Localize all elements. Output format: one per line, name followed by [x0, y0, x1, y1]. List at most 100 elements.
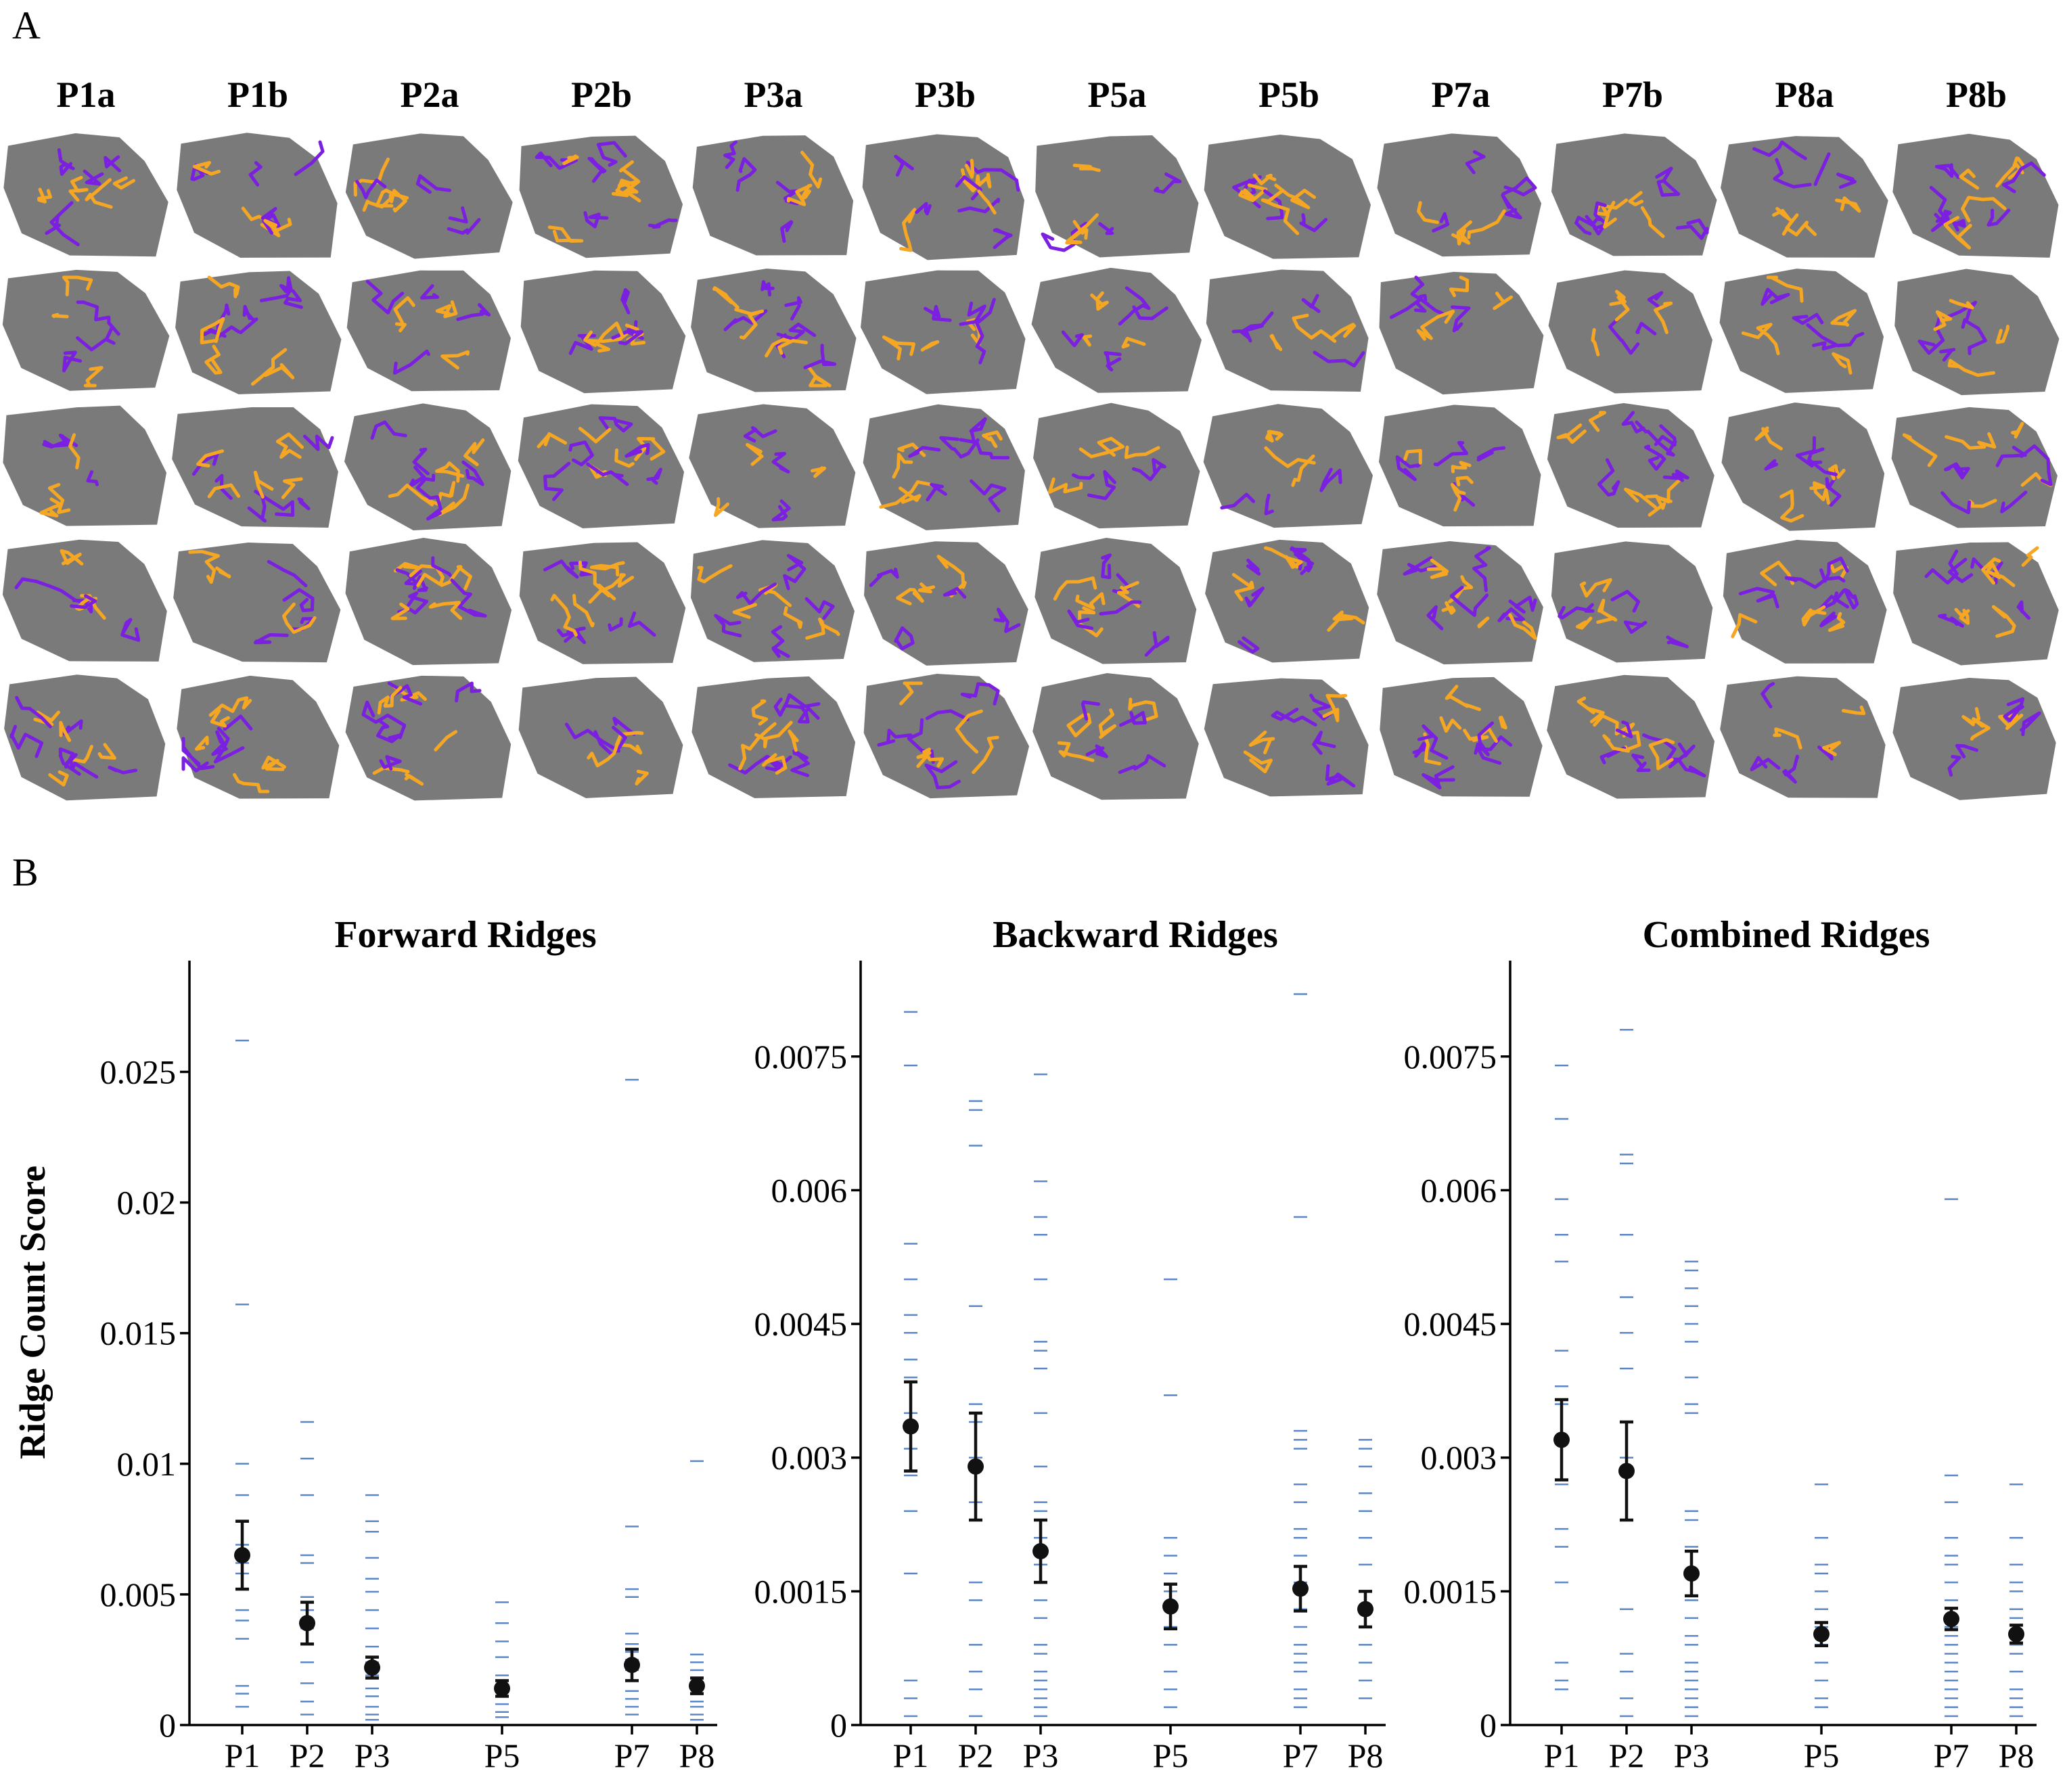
forward-ridge-trace: [734, 308, 765, 340]
forward-ridge-trace: [1445, 685, 1481, 712]
y-tick-label: 0.0045: [1404, 1305, 1497, 1343]
backward-ridge-trace: [1433, 440, 1468, 467]
backward-ridge-trace: [247, 491, 267, 523]
forward-ridge-trace: [1947, 359, 1995, 377]
tile-p2b-row5: [518, 676, 683, 798]
forward-ridge-trace: [1498, 716, 1507, 730]
tile-p5a-row2: [1031, 267, 1202, 393]
backward-ridge-trace: [894, 626, 915, 651]
backward-ridge-trace: [1417, 724, 1449, 760]
backward-ridge-trace: [618, 327, 643, 346]
forward-ridge-trace: [1961, 707, 1981, 727]
forward-ridge-trace: [85, 178, 113, 209]
x-tick-label-p2: P2: [290, 1737, 325, 1774]
backward-ridge-trace: [924, 304, 952, 322]
panel-b-label: B: [12, 850, 39, 894]
forward-ridge-trace: [550, 593, 578, 637]
x-tick-label-p1: P1: [1544, 1737, 1580, 1774]
backward-ridge-trace: [1666, 635, 1689, 649]
backward-ridge-trace: [419, 284, 440, 300]
backward-ridge-trace: [239, 304, 258, 334]
tile-p8a-row2: [1719, 269, 1884, 393]
backward-ridge-trace: [181, 756, 209, 773]
chart-title: Combined Ridges: [1643, 914, 1930, 956]
forward-ridge-trace: [922, 748, 945, 768]
tile-p2a-row5: [345, 675, 512, 801]
forward-ridge-trace: [1832, 352, 1853, 375]
backward-ridge-trace: [1290, 547, 1315, 576]
tile-p2a-row3: [344, 403, 512, 530]
backward-ridge-trace: [1231, 324, 1264, 343]
forward-ridge-trace: [1338, 613, 1365, 624]
forward-ridge-trace: [1754, 426, 1783, 451]
tissue-image: [1891, 407, 2058, 528]
forward-ridge-trace: [1943, 216, 1972, 250]
backward-ridge-trace: [1465, 150, 1486, 175]
backward-ridge-trace: [1067, 610, 1094, 630]
forward-ridge-trace: [97, 743, 116, 760]
backward-ridge-trace: [648, 218, 678, 229]
forward-ridge-trace: [732, 603, 757, 619]
tissue-image: [177, 675, 340, 799]
tile-p3b-row5: [863, 674, 1030, 799]
forward-ridge-trace: [1477, 616, 1490, 628]
tile-p7b-row3: [1547, 403, 1714, 528]
backward-ridge-trace: [302, 434, 334, 451]
forward-ridge-trace: [253, 470, 274, 499]
chart-backward-ridges: Backward Ridges 0 0.0015 0.003 0.0045 0.006 0.…: [754, 914, 1386, 1774]
y-tick-label: 0.003: [771, 1439, 848, 1477]
backward-ridge-trace: [1474, 721, 1494, 756]
forward-ridge-trace: [1779, 489, 1804, 523]
tile-p5a-row5: [1032, 673, 1199, 800]
backward-ridge-trace: [1806, 323, 1839, 351]
x-tick-label-p8: P8: [1999, 1737, 2035, 1774]
backward-ridge-trace: [1623, 620, 1648, 634]
forward-ridge-trace: [194, 735, 209, 751]
forward-ridge-trace: [788, 729, 799, 752]
forward-ridge-trace: [1098, 708, 1116, 739]
backward-ridge-trace: [282, 588, 315, 612]
forward-ridge-trace: [1959, 168, 1980, 190]
tissue-image: [344, 403, 512, 530]
backward-ridge-trace: [714, 614, 742, 638]
tile-p3a-row3: [689, 404, 856, 528]
forward-ridge-trace: [1981, 557, 2001, 585]
forward-ridge-trace: [808, 366, 832, 388]
backward-ridge-trace: [1995, 445, 2027, 467]
forward-ridge-trace: [746, 442, 764, 466]
backward-ridge-trace: [1961, 318, 1987, 355]
tissue-image: [1548, 270, 1712, 394]
column-label-p8a: P8a: [1775, 74, 1834, 115]
backward-ridge-trace: [735, 582, 777, 605]
backward-ridge-trace: [1817, 589, 1849, 612]
tissue-image: [1721, 403, 1885, 531]
backward-ridge-trace: [915, 202, 932, 216]
forward-ridge-trace: [955, 709, 983, 754]
chart-title: Forward Ridges: [334, 914, 596, 956]
forward-ridge-trace: [1593, 714, 1635, 738]
backward-ridge-trace: [365, 279, 405, 315]
tile-p8a-row1: [1721, 136, 1888, 258]
backward-ridge-trace: [1784, 576, 1846, 589]
forward-ridge-trace: [39, 497, 63, 518]
backward-ridge-trace: [1597, 458, 1620, 497]
backward-ridge-trace: [771, 625, 790, 658]
mean-marker-p3: [364, 1659, 380, 1676]
backward-ridge-trace: [957, 198, 1001, 214]
tile-p1a-row2: [2, 269, 170, 391]
backward-ridge-trace: [564, 722, 620, 753]
mean-marker-p2: [1618, 1463, 1635, 1479]
backward-ridge-trace: [1412, 741, 1428, 758]
tissue-image: [173, 543, 341, 663]
x-tick-label-p7: P7: [1283, 1737, 1319, 1774]
forward-ridge-trace: [578, 427, 612, 444]
tile-p5a-row3: [1033, 403, 1200, 529]
backward-ridge-trace: [70, 594, 97, 610]
backward-ridge-trace: [1738, 587, 1779, 609]
tissue-image: [520, 270, 686, 394]
forward-ridge-trace: [882, 335, 915, 361]
panel-a-label: A: [12, 3, 41, 47]
forward-ridge-trace: [435, 300, 458, 319]
backward-ridge-trace: [1395, 455, 1421, 482]
tissue-image: [518, 676, 683, 798]
